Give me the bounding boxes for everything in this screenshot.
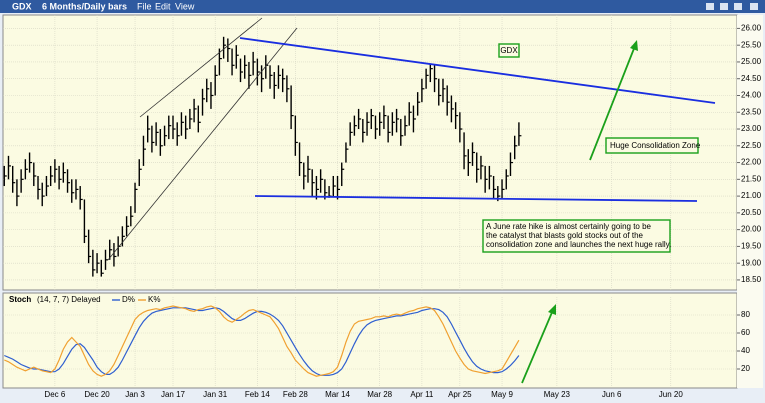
stoch-panel: [2, 292, 738, 389]
arrow-head: [548, 304, 556, 315]
y-tick-label: 40: [741, 346, 750, 355]
symbol[interactable]: GDX: [12, 1, 32, 11]
header-bar: [0, 0, 765, 13]
note: the catalyst that blasts gold stocks out…: [486, 231, 644, 240]
menu-item[interactable]: Edit: [155, 1, 171, 11]
y-tick-label: 21.00: [741, 191, 762, 200]
y-tick-label: 20: [741, 364, 750, 373]
x-tick-label: Jun 20: [659, 390, 684, 399]
support-line: [254, 195, 698, 202]
x-tick-label: Dec 6: [44, 390, 65, 399]
stoch-params: (14, 7, 7) Delayed: [37, 295, 101, 304]
y-tick-label: 19.00: [741, 258, 762, 267]
x-tick-label: Mar 28: [367, 390, 392, 399]
y-tick-label: 26.00: [741, 24, 762, 33]
channel-line: [107, 27, 298, 261]
y-tick-label: 25.50: [741, 40, 762, 49]
arrow: [521, 309, 554, 384]
icon[interactable]: [734, 3, 742, 10]
note: Huge Consolidation Zone: [610, 141, 701, 150]
x-tick-label: Jun 6: [602, 390, 622, 399]
y-tick-label: 20.00: [741, 225, 762, 234]
y-tick-label: 24.50: [741, 74, 762, 83]
menu-item[interactable]: File: [137, 1, 152, 11]
x-tick-label: Mar 14: [325, 390, 350, 399]
stoch-line: [4, 307, 520, 376]
period[interactable]: 6 Months/Daily bars: [42, 1, 127, 11]
x-tick-label: Jan 17: [161, 390, 186, 399]
x-tick-label: Feb 28: [283, 390, 308, 399]
icon[interactable]: [750, 3, 758, 10]
y-tick-label: 22.00: [741, 158, 762, 167]
x-tick-label: Feb 14: [245, 390, 270, 399]
legend-label: K%: [148, 295, 160, 304]
y-tick-label: 20.50: [741, 208, 762, 217]
note-box: [605, 137, 699, 154]
arrow: [589, 45, 636, 161]
x-tick-label: Jan 31: [203, 390, 228, 399]
y-tick-label: 80: [741, 310, 750, 319]
channel-line: [139, 17, 263, 118]
y-tick-label: 19.50: [741, 242, 762, 251]
note: consolidation zone and launches the next…: [486, 240, 671, 249]
note: GDX: [500, 46, 518, 55]
y-tick-label: 21.50: [741, 174, 762, 183]
note: A June rate hike is almost certainly goi…: [486, 222, 652, 231]
icon[interactable]: [706, 3, 714, 10]
x-tick-label: Dec 20: [84, 390, 110, 399]
y-tick-label: 60: [741, 328, 750, 337]
y-tick-label: 23.00: [741, 124, 762, 133]
y-tick-label: 25.00: [741, 57, 762, 66]
y-tick-label: 18.50: [741, 275, 762, 284]
icon[interactable]: [720, 3, 728, 10]
x-tick-label: Jan 3: [125, 390, 145, 399]
y-tick-label: 22.50: [741, 141, 762, 150]
menu-item[interactable]: View: [175, 1, 195, 11]
axis-area: [737, 15, 763, 388]
stoch-title: Stoch: [9, 295, 31, 304]
arrow-head: [630, 40, 638, 51]
x-tick-label: May 9: [491, 390, 513, 399]
note-box: [498, 43, 520, 58]
x-tick-label: Apr 11: [410, 390, 434, 399]
stoch-line: [4, 305, 520, 377]
y-tick-label: 24.00: [741, 91, 762, 100]
note-box: [482, 219, 671, 253]
x-tick-label: Apr 25: [448, 390, 472, 399]
x-tick-label: May 23: [544, 390, 571, 399]
resistance-line: [239, 37, 716, 104]
legend-label: D%: [122, 295, 135, 304]
y-tick-label: 23.50: [741, 107, 762, 116]
